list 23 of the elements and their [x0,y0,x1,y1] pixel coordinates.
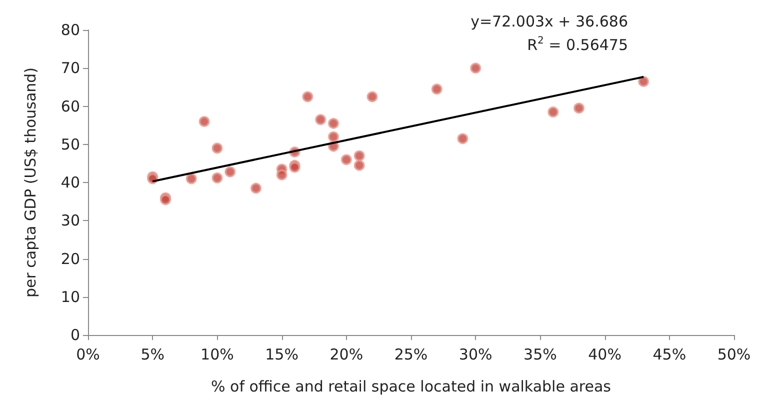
x-tick-label: 25% [394,346,428,364]
y-tick-label: 80 [60,21,80,39]
x-tick-label: 50% [717,346,751,364]
x-tick-label: 15% [265,346,298,364]
y-tick-label: 10 [60,288,80,306]
x-tick-label: 5% [140,346,164,364]
y-tick-label: 70 [60,59,80,78]
x-tick-label: 40% [588,346,622,364]
y-tick-label: 30 [60,212,80,230]
y-tick-label: 50 [60,135,80,154]
annotation: y=72.003x + 36.686 [470,12,628,30]
y-axis-title: per capta GDP (US$ thousand) [22,67,40,298]
x-tick-label: 20% [330,346,364,364]
x-tick-label: 30% [458,346,492,364]
y-tick-label: 60 [60,97,80,116]
x-tick-label: 35% [524,346,557,364]
x-tick-label: 0% [76,346,100,364]
y-tick-label: 0 [70,326,80,344]
y-tick-label: 40 [60,174,80,192]
y-tick-label: 20 [60,250,80,268]
x-tick-label: 10% [200,346,234,364]
x-axis-title: % of office and retail space located in walkable areas [211,378,612,396]
x-tick-label: 45% [652,346,686,364]
